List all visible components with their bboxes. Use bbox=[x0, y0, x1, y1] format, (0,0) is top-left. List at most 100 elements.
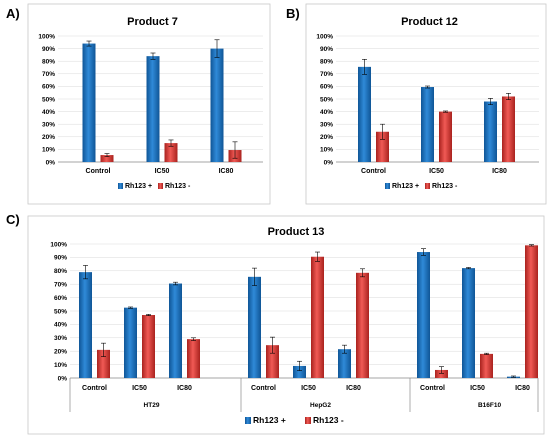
x-tick-label: IC80 bbox=[515, 385, 530, 392]
error-bar bbox=[466, 267, 471, 270]
bar-series-2-1 bbox=[439, 111, 452, 162]
y-tick-label: 40% bbox=[42, 109, 55, 116]
error-bar bbox=[101, 342, 106, 357]
legend-swatch bbox=[305, 417, 311, 424]
chart-product-12: Product 12 0% 10% 20% 30% 40% 50% 60% 70% 80% 90% 1… bbox=[316, 16, 539, 190]
y-tick-label: 10% bbox=[42, 147, 55, 154]
y-tick-label: 30% bbox=[320, 122, 333, 129]
x-tick-label: IC50 bbox=[301, 385, 316, 392]
error-bar bbox=[421, 248, 426, 256]
legend: Rh123 + Rh123 - bbox=[385, 183, 458, 190]
y-tick-label: 20% bbox=[54, 349, 67, 356]
y-tick-label: 20% bbox=[42, 134, 55, 141]
y-tick-label: 30% bbox=[54, 335, 67, 342]
y-tick-label: 60% bbox=[42, 84, 55, 91]
error-bar bbox=[168, 139, 174, 147]
legend-label: Rh123 - bbox=[313, 415, 344, 425]
x-tick-label: Control bbox=[420, 385, 445, 392]
x-tick-label: Control bbox=[86, 168, 111, 175]
legend-swatch bbox=[385, 183, 390, 189]
y-tick-label: 80% bbox=[320, 59, 333, 66]
error-bar bbox=[173, 281, 178, 286]
group-label: HepG2 bbox=[310, 402, 331, 409]
error-bar bbox=[360, 268, 365, 278]
legend-label: Rh123 - bbox=[165, 183, 191, 190]
y-tick-label: 100% bbox=[50, 241, 67, 248]
legend-label: Rh123 + bbox=[392, 183, 419, 190]
bar-series-2-4 bbox=[311, 256, 324, 378]
y-tick-label: 20% bbox=[320, 134, 333, 141]
bar-series-2-2 bbox=[502, 96, 515, 162]
legend: Rh123 + Rh123 - bbox=[118, 183, 191, 190]
error-bar bbox=[191, 337, 196, 341]
error-bar bbox=[488, 98, 493, 105]
bar-series-2-5 bbox=[356, 272, 369, 378]
x-tick-label: IC50 bbox=[429, 168, 444, 175]
panel-letter-c: C) bbox=[6, 212, 20, 227]
group-label: HT29 bbox=[144, 402, 160, 409]
bar-series-2-0 bbox=[100, 155, 114, 162]
bar-series-1-1 bbox=[124, 307, 137, 378]
error-bar bbox=[506, 93, 511, 100]
x-tick-label: IC50 bbox=[155, 168, 170, 175]
x-tick-label: IC80 bbox=[219, 168, 234, 175]
chart-title: Product 13 bbox=[268, 226, 325, 238]
bar-series-2-7 bbox=[480, 353, 493, 378]
error-bar bbox=[380, 123, 385, 140]
x-tick-label: IC80 bbox=[346, 385, 361, 392]
bar-series-2-0 bbox=[376, 131, 389, 162]
error-bar bbox=[150, 52, 156, 60]
panel-letter-b: B) bbox=[286, 6, 300, 21]
y-tick-label: 50% bbox=[54, 308, 67, 315]
error-bar bbox=[425, 85, 430, 89]
error-bar bbox=[439, 366, 444, 374]
x-tick-label: Control bbox=[251, 385, 276, 392]
error-bar bbox=[443, 110, 448, 113]
chart-product-13: Product 13 0% 10% 20% 30% 40% 50% 60% 70% 80% 90% 1… bbox=[50, 226, 539, 425]
error-bar bbox=[214, 39, 220, 58]
bar-series-1-2 bbox=[210, 48, 224, 162]
y-tick-label: 80% bbox=[42, 59, 55, 66]
bar-series-1-2 bbox=[169, 283, 182, 378]
y-tick-label: 40% bbox=[54, 322, 67, 329]
group-label: B16F10 bbox=[478, 402, 502, 409]
error-bar bbox=[362, 59, 367, 75]
bar-series-1-1 bbox=[146, 56, 160, 162]
y-tick-label: 100% bbox=[38, 33, 55, 40]
x-tick-label: IC80 bbox=[492, 168, 507, 175]
legend-swatch bbox=[245, 417, 251, 424]
legend-swatch bbox=[425, 183, 430, 189]
bar-series-1-0 bbox=[82, 43, 96, 163]
bar-series-2-6 bbox=[435, 369, 448, 378]
chart-frame-product-13 bbox=[27, 215, 545, 435]
y-tick-label: 100% bbox=[316, 33, 333, 40]
legend-swatch bbox=[158, 183, 163, 189]
bar-series-1-0 bbox=[358, 66, 371, 162]
chart-title: Product 12 bbox=[401, 16, 458, 28]
bar-series-1-4 bbox=[293, 365, 306, 378]
bar-series-2-3 bbox=[266, 345, 279, 378]
y-tick-label: 90% bbox=[42, 46, 55, 53]
error-bar bbox=[146, 314, 151, 316]
y-tick-label: 0% bbox=[324, 159, 334, 166]
y-tick-label: 60% bbox=[320, 84, 333, 91]
y-tick-label: 70% bbox=[320, 71, 333, 78]
error-bar bbox=[529, 244, 534, 247]
legend-label: Rh123 - bbox=[432, 183, 458, 190]
x-tick-label: IC50 bbox=[132, 385, 147, 392]
bar-series-1-1 bbox=[421, 87, 434, 162]
error-bar bbox=[83, 265, 88, 280]
y-tick-label: 70% bbox=[42, 71, 55, 78]
bar-series-1-5 bbox=[338, 349, 351, 378]
y-tick-label: 80% bbox=[54, 268, 67, 275]
x-tick-label: Control bbox=[82, 385, 107, 392]
error-bar bbox=[232, 141, 238, 159]
y-tick-label: 50% bbox=[320, 96, 333, 103]
legend: Rh123 + Rh123 - bbox=[245, 415, 344, 425]
x-tick-label: IC80 bbox=[177, 385, 192, 392]
bar-series-1-6 bbox=[417, 252, 430, 378]
error-bar bbox=[270, 336, 275, 354]
error-bar bbox=[511, 375, 516, 378]
bar-series-2-0 bbox=[97, 349, 110, 378]
